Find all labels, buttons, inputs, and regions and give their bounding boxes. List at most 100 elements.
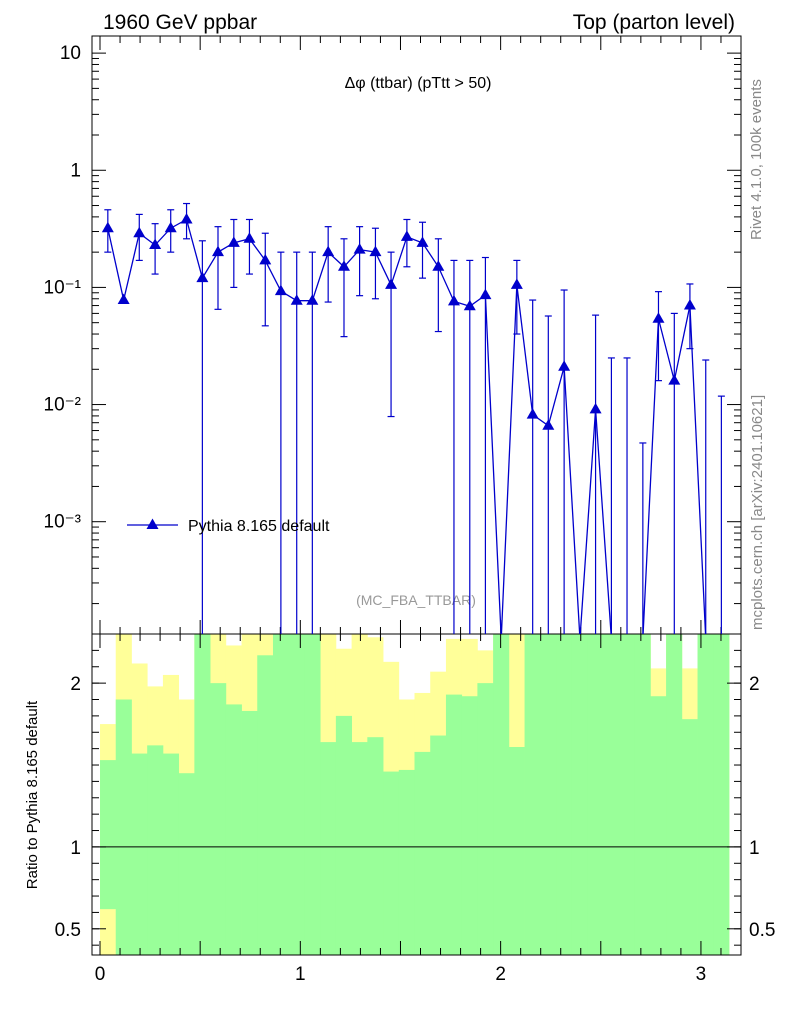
data-point-triangle [227, 236, 240, 247]
data-point-triangle [353, 243, 366, 254]
data-point-triangle [668, 374, 681, 385]
ratio-y-tick-label-right: 0.5 [749, 920, 775, 941]
ratio-band-bin [634, 634, 651, 955]
ratio-y-tick-label-right: 2 [749, 674, 760, 695]
ratio-band-bin [241, 710, 258, 955]
legend-label: Pythia 8.165 default [188, 518, 330, 535]
data-point-triangle [243, 232, 256, 243]
data-point-triangle [526, 408, 539, 419]
ratio-band-bin [320, 742, 337, 955]
ratio-band-bin [383, 771, 400, 955]
ratio-band-bin [681, 719, 698, 955]
ratio-y-tick-label-right: 1 [749, 838, 760, 859]
ratio-band-bin [524, 634, 541, 955]
ratio-y-tick-label: 2 [70, 674, 81, 695]
data-point-triangle [369, 245, 382, 257]
plot-title: Δφ (ttbar) (pTtt > 50) [345, 75, 492, 92]
ratio-band-bin [115, 699, 132, 955]
ratio-band-bin [587, 634, 604, 955]
ratio-y-tick-label: 1 [70, 838, 81, 859]
series-line [107, 218, 707, 634]
data-point-triangle [164, 221, 177, 233]
main-y-tick-label: 10⁻³ [44, 512, 82, 533]
ratio-band-bin [304, 634, 321, 955]
ratio-band-bin [257, 655, 274, 955]
ratio-band-bin [225, 704, 242, 955]
ratio-x-tick-label: 2 [495, 964, 506, 985]
ratio-band-bin [398, 769, 415, 955]
data-point-triangle [432, 260, 445, 271]
mcplots-label: mcplots.cern.ch [arXiv:2401.10621] [749, 395, 766, 630]
ratio-y-tick-label: 0.5 [55, 920, 81, 941]
ratio-x-tick-label: 0 [95, 964, 106, 985]
ratio-band-bin [556, 634, 573, 955]
ratio-band-bin [713, 634, 730, 955]
ratio-axis-ticks: 0.5 0.5 1 1 2 2 0 1 2 3 [55, 634, 775, 985]
header-right-title: Top (parton level) [573, 11, 735, 34]
data-point-triangle [558, 360, 571, 371]
ratio-band-bin [178, 773, 195, 955]
series-error-bars [104, 202, 725, 634]
data-point-triangle [400, 230, 413, 241]
data-point-triangle [196, 271, 209, 283]
main-panel-frame [91, 35, 742, 635]
ratio-band-bin [351, 742, 368, 955]
ratio-band-bin [288, 634, 305, 955]
ratio-band-bin [147, 745, 164, 955]
ratio-band-bin [477, 683, 494, 955]
data-point-triangle [117, 293, 130, 305]
legend-triangle-marker [146, 518, 159, 529]
data-point-triangle [274, 284, 287, 296]
data-point-triangle [463, 299, 476, 311]
ratio-x-tick-label: 1 [295, 964, 306, 985]
data-point-triangle [290, 294, 303, 305]
ratio-band-bin [445, 694, 463, 955]
data-point-triangle [447, 294, 460, 306]
ratio-band-bin [367, 737, 384, 955]
ratio-band-bin [618, 634, 636, 955]
ratio-x-tick-label: 3 [696, 964, 707, 985]
data-point-triangle [211, 245, 224, 257]
ratio-band-bin [697, 634, 714, 955]
data-point-triangle [589, 402, 602, 414]
data-point-triangle [337, 260, 350, 271]
series-markers [101, 212, 696, 430]
data-point-triangle [416, 236, 429, 247]
data-point-triangle [306, 294, 319, 305]
ratio-bands [100, 634, 730, 955]
ratio-band-bin [100, 760, 117, 910]
main-axis-ticks: 10 1 10⁻¹ 10⁻² 10⁻³ [44, 36, 742, 634]
data-point-triangle [542, 419, 555, 430]
ratio-band-bin [666, 634, 683, 955]
data-point-triangle [101, 221, 114, 233]
data-point-triangle [652, 312, 665, 323]
main-y-tick-label: 10 [60, 43, 81, 64]
rivet-label: Rivet 4.1.0, 100k events [748, 79, 765, 240]
ratio-band-bin [650, 696, 667, 955]
ratio-band-bin [131, 753, 148, 955]
main-y-tick-label: 10⁻² [44, 395, 82, 416]
data-point-triangle [510, 278, 523, 289]
data-point-triangle [683, 299, 696, 310]
header-left-title: 1960 GeV ppbar [103, 11, 257, 34]
data-point-triangle [149, 238, 162, 250]
ratio-band-bin [493, 634, 510, 955]
ratio-band-bin [272, 634, 290, 955]
data-point-triangle [322, 245, 335, 257]
ratio-band-bin [540, 634, 557, 955]
ratio-band-bin [603, 634, 620, 955]
ratio-band-bin [430, 735, 447, 955]
analysis-watermark: (MC_FBA_TTBAR) [356, 592, 476, 608]
legend: Pythia 8.165 default [127, 518, 330, 535]
data-point-triangle [259, 253, 272, 265]
ratio-band-bin [461, 696, 478, 955]
ratio-band-bin [508, 747, 525, 955]
data-point-triangle [385, 278, 398, 289]
data-point-triangle [479, 288, 492, 300]
ratio-band-bin [162, 753, 180, 955]
ratio-band-bin [414, 751, 431, 955]
ratio-panel-frame [91, 633, 742, 956]
main-y-tick-label: 1 [70, 160, 81, 181]
ratio-band-bin [210, 683, 227, 955]
